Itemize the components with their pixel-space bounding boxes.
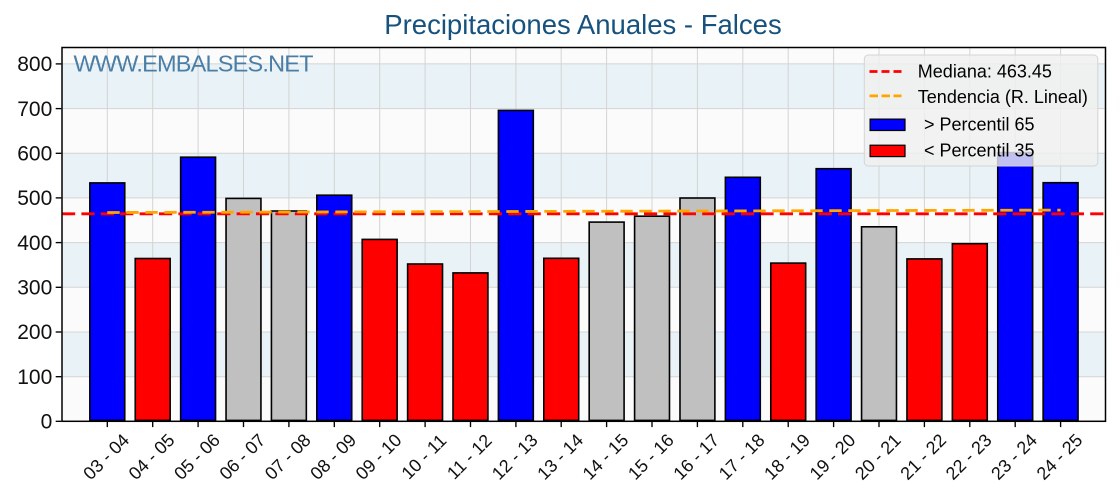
svg-text:0: 0 [41, 411, 53, 434]
svg-text:Tendencia (R. Lineal): Tendencia (R. Lineal) [918, 87, 1088, 107]
svg-text:300: 300 [17, 277, 52, 300]
svg-text:Mediana: 463.45: Mediana: 463.45 [918, 62, 1052, 82]
svg-text:700: 700 [17, 98, 52, 121]
svg-text:> Percentil 65: > Percentil 65 [924, 115, 1035, 135]
svg-text:< Percentil 35: < Percentil 35 [924, 140, 1035, 160]
svg-text:200: 200 [17, 321, 52, 344]
svg-text:WWW.EMBALSES.NET: WWW.EMBALSES.NET [74, 51, 314, 77]
svg-text:100: 100 [17, 366, 52, 389]
svg-text:Precipitaciones Anuales - Falc: Precipitaciones Anuales - Falces [384, 9, 781, 40]
svg-text:400: 400 [17, 232, 52, 255]
svg-text:800: 800 [17, 53, 52, 76]
svg-text:600: 600 [17, 143, 52, 166]
svg-text:500: 500 [17, 187, 52, 210]
